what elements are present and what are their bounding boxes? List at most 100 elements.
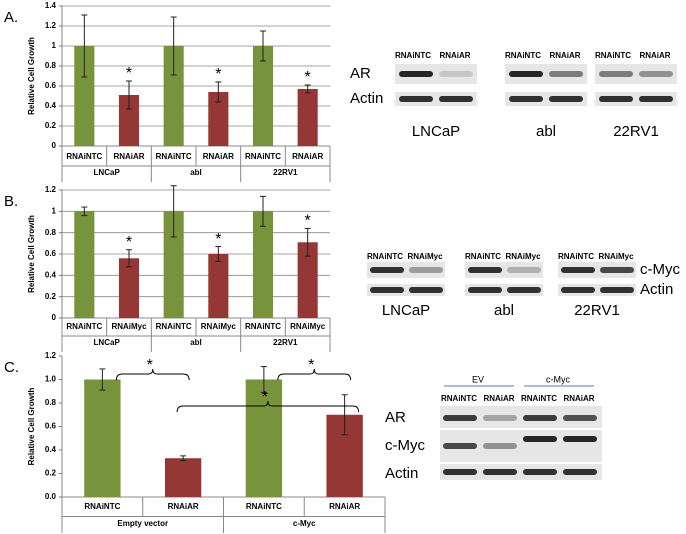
group-label: c-Myc xyxy=(293,519,316,528)
cell-label: LNCaP xyxy=(412,123,460,140)
y-tick-label: 0.2 xyxy=(45,469,57,478)
blot-band xyxy=(483,415,517,421)
blot-band xyxy=(523,415,557,421)
blot-band xyxy=(507,287,541,293)
blot-band xyxy=(563,415,597,421)
y-tick-label: 0.4 xyxy=(45,101,57,110)
blot-band xyxy=(523,469,557,475)
bar xyxy=(252,46,274,146)
y-tick-label: 0.2 xyxy=(45,121,57,130)
blot-background xyxy=(440,406,602,428)
row-label: AR xyxy=(385,409,406,426)
blot-band xyxy=(468,267,502,273)
blot-band xyxy=(507,267,541,273)
group-label: 22RV1 xyxy=(273,338,298,347)
significance-label: * xyxy=(215,66,221,83)
annotation: * xyxy=(262,389,268,406)
y-tick-label: 1.0 xyxy=(45,375,57,384)
lane-label: RNAiAR xyxy=(483,394,514,403)
group-label: abl xyxy=(190,338,202,347)
lane-label: RNAiNTC xyxy=(558,252,594,261)
y-tick-label: 0.0 xyxy=(45,492,57,501)
row-label: AR xyxy=(350,65,371,82)
blot-band xyxy=(409,287,443,293)
y-tick-label: 1.2 xyxy=(45,21,57,30)
group-label: abl xyxy=(190,168,202,177)
bar xyxy=(163,46,184,146)
lane-label: RNAiAR xyxy=(549,51,580,60)
y-tick-label: 1 xyxy=(52,41,57,50)
lane-label: RNAiAR xyxy=(639,51,670,60)
lane-label: RNAiNTC xyxy=(521,394,557,403)
row-label: Actin xyxy=(640,281,673,298)
annotation: * xyxy=(147,357,153,374)
x-tick-label: RNAiNTC xyxy=(156,152,192,161)
lane-label: RNAiAR xyxy=(439,51,470,60)
x-tick-label: RNAiNTC xyxy=(245,152,281,161)
blot-band xyxy=(599,71,633,77)
blot-band xyxy=(483,443,517,449)
bar xyxy=(74,211,95,318)
y-tick-label: 0 xyxy=(52,141,57,150)
blot-band xyxy=(439,96,473,102)
bar xyxy=(297,242,318,318)
bracket xyxy=(277,368,352,381)
y-tick-label: 1 xyxy=(52,206,57,215)
blot-band xyxy=(399,71,433,77)
y-tick-label: 0.8 xyxy=(45,398,57,407)
row-label: c-Myc xyxy=(640,261,680,278)
blot-band xyxy=(549,71,583,77)
y-tick-label: 0.6 xyxy=(45,422,57,431)
row-label: c-Myc xyxy=(385,437,425,454)
blot-background xyxy=(595,92,677,106)
x-tick-label: RNAiAR xyxy=(292,152,323,161)
annotation: * xyxy=(308,357,314,374)
x-tick-label: RNAiNTC xyxy=(246,502,282,511)
group-label: LNCaP xyxy=(94,168,121,177)
panel-label: B. xyxy=(4,193,18,210)
bar xyxy=(208,254,229,318)
blot-background xyxy=(395,64,477,84)
blot-band xyxy=(443,469,477,475)
x-tick-label: RNAiAR xyxy=(113,152,144,161)
bracket xyxy=(115,368,190,381)
bar xyxy=(74,46,95,146)
y-tick-label: 1.4 xyxy=(45,1,57,10)
bar xyxy=(118,258,140,318)
significance-label: * xyxy=(305,69,311,86)
y-tick-label: 0.8 xyxy=(45,228,57,237)
x-tick-label: RNAiMyc xyxy=(201,322,237,331)
x-tick-label: RNAiAR xyxy=(168,502,199,511)
lane-label: RNAiMyc xyxy=(598,252,634,261)
bar xyxy=(163,211,184,318)
blot-band xyxy=(523,436,557,442)
blot-background xyxy=(465,262,543,278)
group-label: c-Myc xyxy=(546,374,570,384)
blot-band xyxy=(468,287,502,293)
blot-band xyxy=(600,267,634,273)
x-tick-label: RNAiNTC xyxy=(156,322,192,331)
lane-label: RNAiAR xyxy=(563,394,594,403)
panel-label: C. xyxy=(4,359,19,376)
blot-band xyxy=(443,443,477,449)
lane-label: RNAiNTC xyxy=(395,51,431,60)
blot-band xyxy=(370,267,404,273)
y-tick-label: 0 xyxy=(52,313,57,322)
y-tick-label: 0.6 xyxy=(45,249,57,258)
cell-label: LNCaP xyxy=(382,302,430,319)
blot-band xyxy=(563,469,597,475)
bar xyxy=(84,379,121,497)
blot-band xyxy=(599,96,633,102)
blot-band xyxy=(549,96,583,102)
bar xyxy=(252,211,274,318)
y-tick-label: 0.4 xyxy=(45,445,57,454)
blot-band xyxy=(639,71,673,77)
lane-label: RNAiNTC xyxy=(367,252,403,261)
cell-label: abl xyxy=(494,302,514,319)
panel-label: A. xyxy=(4,9,18,26)
lane-label: RNAiNTC xyxy=(595,51,631,60)
group-label: EV xyxy=(472,374,484,384)
lane-label: RNAiMyc xyxy=(505,252,541,261)
group-label: 22RV1 xyxy=(273,168,298,177)
